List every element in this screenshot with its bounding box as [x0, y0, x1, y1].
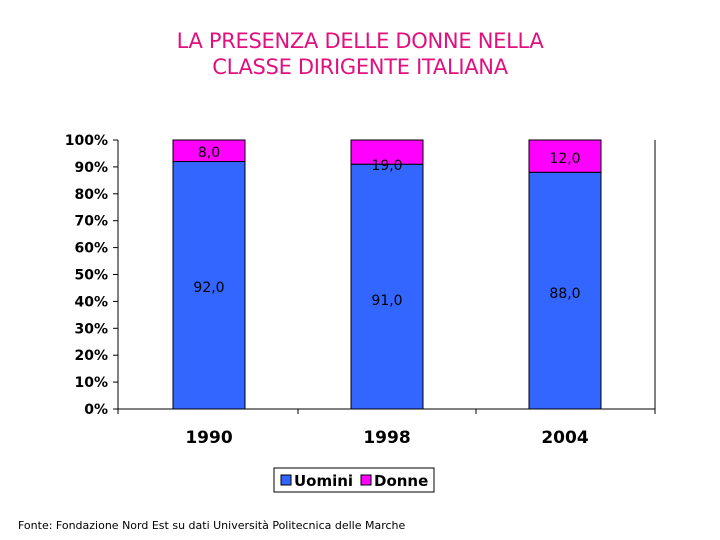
bar-donne-1998	[350, 139, 424, 165]
data-label-uomini-1998: 91,0	[371, 293, 402, 309]
y-tick-label: 0%	[84, 402, 108, 418]
data-label-uomini-1990: 92,0	[193, 280, 224, 296]
y-tick-label: 10%	[74, 375, 108, 391]
data-label-donne-2004: 12,0	[549, 151, 580, 167]
legend-swatch-uomini	[280, 474, 292, 486]
data-label-donne-1998: 19,0	[371, 158, 402, 174]
y-tick-label: 70%	[74, 214, 108, 230]
bar-donne-1990	[172, 139, 246, 163]
legend-swatch-donne	[360, 474, 372, 486]
y-tick-label: 100%	[65, 133, 108, 149]
y-tick-label: 80%	[74, 187, 108, 203]
bar-donne-2004	[528, 139, 602, 173]
bar-uomini-2004	[528, 171, 602, 410]
legend-label-donne: Donne	[374, 472, 428, 490]
data-label-donne-1990: 8,0	[198, 145, 220, 161]
chart-title-line-1: LA PRESENZA DELLE DONNE NELLA	[176, 29, 544, 53]
y-tick-label: 50%	[74, 268, 108, 284]
chart-title: LA PRESENZA DELLE DONNE NELLA CLASSE DIR…	[0, 28, 720, 80]
y-tick-label: 30%	[74, 321, 108, 337]
data-label-uomini-2004: 88,0	[549, 286, 580, 302]
x-category-label: 2004	[541, 428, 588, 448]
x-category-label: 1990	[185, 428, 232, 448]
y-tick-label: 40%	[74, 294, 108, 310]
source-note: Fonte: Fondazione Nord Est su dati Unive…	[18, 519, 406, 532]
legend-label-uomini: Uomini	[294, 472, 353, 490]
bar-uomini-1990	[172, 161, 246, 410]
y-tick-label: 20%	[74, 348, 108, 364]
y-tick-label: 60%	[74, 241, 108, 257]
legend	[273, 467, 435, 493]
bar-uomini-1998	[350, 163, 424, 410]
chart-title-line-2: CLASSE DIRIGENTE ITALIANA	[212, 55, 508, 79]
y-tick-label: 90%	[74, 160, 108, 176]
x-category-label: 1998	[363, 428, 410, 448]
